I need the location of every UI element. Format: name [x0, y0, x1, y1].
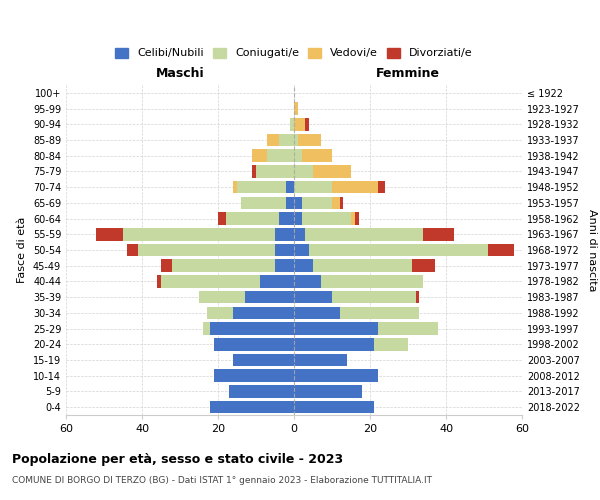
Bar	[286, 196, 294, 209]
Bar	[268, 150, 294, 162]
Bar	[294, 322, 377, 335]
Bar	[218, 212, 226, 225]
Bar	[294, 165, 313, 177]
Bar	[305, 118, 309, 130]
Bar	[294, 102, 298, 115]
Bar	[332, 196, 340, 209]
Y-axis label: Fasce di età: Fasce di età	[17, 217, 27, 283]
Bar	[279, 212, 294, 225]
Bar	[275, 244, 294, 256]
Bar	[313, 260, 412, 272]
Text: COMUNE DI BORGO DI TERZO (BG) - Dati ISTAT 1° gennaio 2023 - Elaborazione TUTTIT: COMUNE DI BORGO DI TERZO (BG) - Dati IST…	[12, 476, 432, 485]
Bar	[294, 150, 302, 162]
Bar	[260, 275, 294, 287]
Bar	[488, 244, 514, 256]
Bar	[214, 338, 294, 350]
Bar	[252, 165, 256, 177]
Bar	[412, 260, 434, 272]
Bar	[294, 385, 362, 398]
Bar	[252, 150, 268, 162]
Bar	[229, 385, 294, 398]
Bar	[416, 291, 419, 304]
Bar	[294, 181, 332, 194]
Bar	[275, 260, 294, 272]
Bar	[302, 196, 332, 209]
Bar	[241, 196, 286, 209]
Bar	[294, 354, 347, 366]
Bar	[294, 260, 313, 272]
Bar	[203, 322, 211, 335]
Bar	[351, 212, 355, 225]
Bar	[302, 212, 351, 225]
Bar	[233, 181, 237, 194]
Bar	[268, 134, 279, 146]
Y-axis label: Anni di nascita: Anni di nascita	[587, 209, 596, 291]
Bar	[233, 354, 294, 366]
Bar	[161, 275, 260, 287]
Bar	[313, 165, 351, 177]
Bar	[294, 244, 309, 256]
Bar	[423, 228, 454, 240]
Bar	[309, 244, 488, 256]
Text: Maschi: Maschi	[155, 68, 205, 80]
Bar	[279, 134, 294, 146]
Bar	[294, 275, 320, 287]
Bar	[199, 291, 245, 304]
Bar	[290, 118, 294, 130]
Bar	[237, 181, 286, 194]
Bar	[294, 338, 374, 350]
Bar	[127, 244, 138, 256]
Bar	[377, 181, 385, 194]
Bar	[377, 322, 439, 335]
Bar	[294, 291, 332, 304]
Bar	[294, 306, 340, 319]
Bar	[211, 322, 294, 335]
Bar	[374, 338, 408, 350]
Legend: Celibi/Nubili, Coniugati/e, Vedovi/e, Divorziati/e: Celibi/Nubili, Coniugati/e, Vedovi/e, Di…	[115, 48, 473, 58]
Bar	[340, 196, 343, 209]
Bar	[161, 260, 172, 272]
Bar	[97, 228, 123, 240]
Bar	[294, 228, 305, 240]
Bar	[302, 150, 332, 162]
Bar	[305, 228, 423, 240]
Bar	[211, 401, 294, 413]
Text: Popolazione per età, sesso e stato civile - 2023: Popolazione per età, sesso e stato civil…	[12, 452, 343, 466]
Bar	[206, 306, 233, 319]
Bar	[298, 134, 320, 146]
Bar	[172, 260, 275, 272]
Bar	[123, 228, 275, 240]
Bar	[294, 401, 374, 413]
Bar	[355, 212, 359, 225]
Bar	[320, 275, 423, 287]
Bar	[226, 212, 279, 225]
Bar	[256, 165, 294, 177]
Bar	[332, 291, 416, 304]
Bar	[138, 244, 275, 256]
Bar	[294, 134, 298, 146]
Bar	[275, 228, 294, 240]
Bar	[294, 370, 377, 382]
Bar	[157, 275, 161, 287]
Bar	[294, 196, 302, 209]
Bar	[294, 118, 305, 130]
Bar	[286, 181, 294, 194]
Text: Femmine: Femmine	[376, 68, 440, 80]
Bar	[214, 370, 294, 382]
Bar	[245, 291, 294, 304]
Bar	[294, 212, 302, 225]
Bar	[233, 306, 294, 319]
Bar	[340, 306, 419, 319]
Bar	[332, 181, 377, 194]
